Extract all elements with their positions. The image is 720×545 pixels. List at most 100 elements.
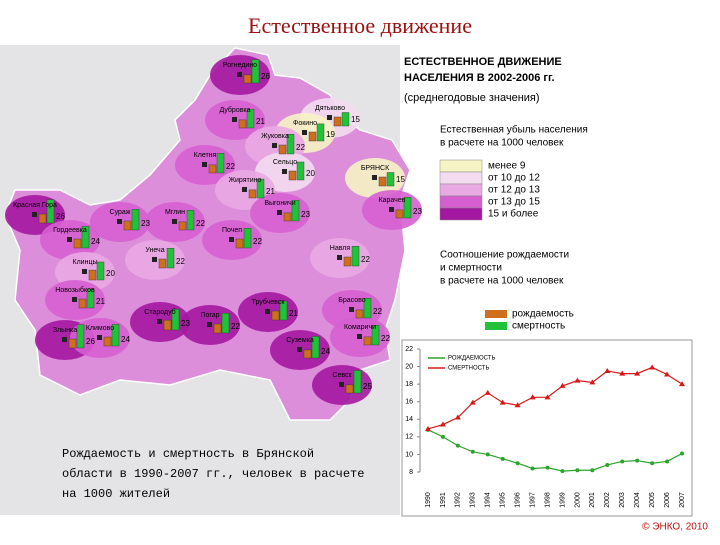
- birth-bar: [68, 338, 77, 349]
- district-name: Климово: [86, 325, 114, 332]
- y-tick-label: 18: [405, 381, 413, 388]
- legend-swatch: [485, 310, 507, 318]
- death-bar: [166, 247, 175, 269]
- point: [500, 456, 505, 461]
- town-marker: [72, 297, 77, 302]
- point: [440, 434, 445, 439]
- birth-bar: [248, 189, 257, 199]
- death-bar: [216, 152, 225, 174]
- caption-line: области в 1990-2007 гг., человек в расче…: [62, 467, 364, 481]
- town-marker: [339, 382, 344, 387]
- series-line: [427, 366, 683, 430]
- x-tick-label: 2007: [679, 492, 686, 508]
- death-value: 26: [56, 212, 65, 221]
- death-bar: [86, 288, 95, 309]
- district-name: Навля: [330, 245, 351, 252]
- x-tick-label: 1991: [440, 492, 447, 508]
- death-bar: [96, 261, 105, 281]
- point: [574, 377, 581, 383]
- legend-section-title: Естественная убыль населения: [440, 124, 588, 136]
- birth-bar: [308, 131, 317, 142]
- district-name: Жирятино: [229, 177, 262, 184]
- town-marker: [117, 219, 122, 224]
- legend-swatch: [439, 207, 483, 221]
- legend-label: смертность: [512, 321, 565, 332]
- district-name: Суземка: [286, 337, 314, 344]
- x-tick-label: 2003: [619, 492, 626, 508]
- town-marker: [302, 130, 307, 135]
- point: [575, 468, 580, 473]
- death-value: 15: [351, 115, 360, 124]
- town-marker: [32, 212, 37, 217]
- point: [620, 459, 625, 464]
- death-bar: [351, 245, 360, 267]
- legend-label: от 10 до 12: [488, 173, 540, 184]
- slide-title: Естественное движение: [248, 13, 472, 38]
- birth-bar: [363, 336, 372, 346]
- point: [604, 367, 611, 373]
- x-tick-label: 1995: [500, 492, 507, 508]
- copyright: © ЭНКО, 2010: [642, 522, 708, 533]
- district-name: Дубровка: [219, 106, 250, 114]
- point: [425, 425, 431, 431]
- x-tick-label: 2001: [589, 492, 596, 508]
- death-value: 22: [373, 307, 382, 316]
- point: [679, 381, 685, 387]
- birth-bar: [378, 176, 387, 187]
- x-tick-label: 2006: [664, 492, 671, 508]
- x-tick-label: 2002: [604, 492, 611, 508]
- town-marker: [232, 117, 237, 122]
- point: [560, 469, 565, 474]
- birth-bar: [158, 258, 167, 269]
- birth-bar: [288, 170, 297, 181]
- town-marker: [282, 169, 287, 174]
- birth-bar: [303, 349, 312, 359]
- point: [634, 370, 641, 376]
- death-value: 23: [413, 207, 422, 216]
- birth-bar: [78, 298, 87, 309]
- birth-bar: [238, 119, 247, 129]
- death-value: 22: [296, 143, 305, 152]
- death-value: 21: [266, 187, 275, 196]
- death-bar: [371, 325, 380, 346]
- death-bar: [221, 313, 230, 334]
- death-value: 23: [141, 219, 150, 228]
- death-bar: [386, 172, 395, 187]
- legend-section-title: в расчете на 1000 человек: [440, 138, 564, 149]
- town-marker: [349, 307, 354, 312]
- district-name: Клинцы: [73, 259, 98, 266]
- town-marker: [297, 347, 302, 352]
- district-name: Унеча: [145, 247, 164, 254]
- birth-bar: [283, 212, 292, 222]
- town-marker: [357, 334, 362, 339]
- district-name: Новозыбков: [55, 286, 95, 294]
- death-value: 21: [256, 117, 265, 126]
- series-line: [427, 429, 683, 472]
- death-value: 19: [326, 130, 335, 139]
- death-value: 20: [306, 169, 315, 178]
- x-tick-label: 1997: [529, 492, 536, 508]
- town-marker: [207, 322, 212, 327]
- death-value: 20: [106, 269, 115, 278]
- point: [559, 382, 566, 388]
- point: [650, 461, 655, 466]
- death-bar: [256, 178, 265, 199]
- legend-label: СМЕРТНОСТЬ: [448, 366, 489, 372]
- town-marker: [62, 337, 67, 342]
- death-bar: [291, 200, 300, 222]
- point: [470, 449, 475, 454]
- legend-heading: ЕСТЕСТВЕННОЕ ДВИЖЕНИЕ: [404, 56, 562, 68]
- birth-bar: [235, 238, 244, 249]
- legend-label: менее 9: [488, 161, 526, 172]
- district-name: Клетня: [194, 152, 217, 159]
- point: [545, 465, 550, 470]
- death-value: 24: [121, 335, 130, 344]
- death-bar: [279, 300, 288, 321]
- legend-section-title: в расчете на 1000 человек: [440, 276, 564, 287]
- town-marker: [242, 187, 247, 192]
- point: [484, 389, 491, 395]
- district-name: Сельцо: [273, 159, 297, 166]
- town-marker: [82, 269, 87, 274]
- y-tick-label: 10: [405, 451, 413, 458]
